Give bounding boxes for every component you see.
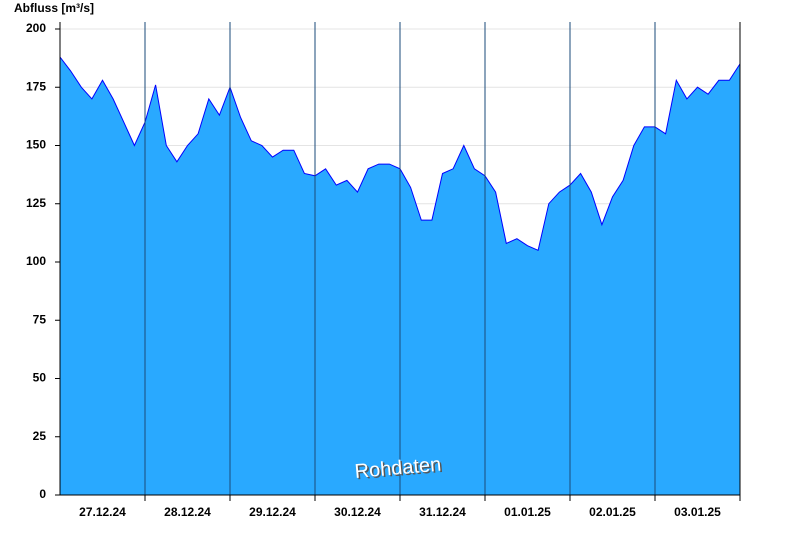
y-tick-label: 125 (26, 196, 46, 210)
y-tick-label: 75 (33, 312, 47, 326)
y-tick-label: 25 (33, 429, 47, 443)
chart-title: Abfluss [m³/s] (14, 1, 94, 15)
x-tick-label: 02.01.25 (589, 505, 636, 519)
y-tick-label: 200 (26, 21, 46, 35)
y-tick-label: 50 (33, 371, 47, 385)
x-tick-label: 28.12.24 (164, 505, 211, 519)
x-tick-label: 03.01.25 (674, 505, 721, 519)
x-tick-label: 01.01.25 (504, 505, 551, 519)
x-tick-label: 27.12.24 (79, 505, 126, 519)
y-tick-label: 175 (26, 79, 46, 93)
x-tick-label: 29.12.24 (249, 505, 296, 519)
x-tick-label: 30.12.24 (334, 505, 381, 519)
y-tick-label: 100 (26, 254, 46, 268)
x-tick-label: 31.12.24 (419, 505, 466, 519)
y-tick-label: 150 (26, 138, 46, 152)
y-tick-label: 0 (39, 487, 46, 501)
